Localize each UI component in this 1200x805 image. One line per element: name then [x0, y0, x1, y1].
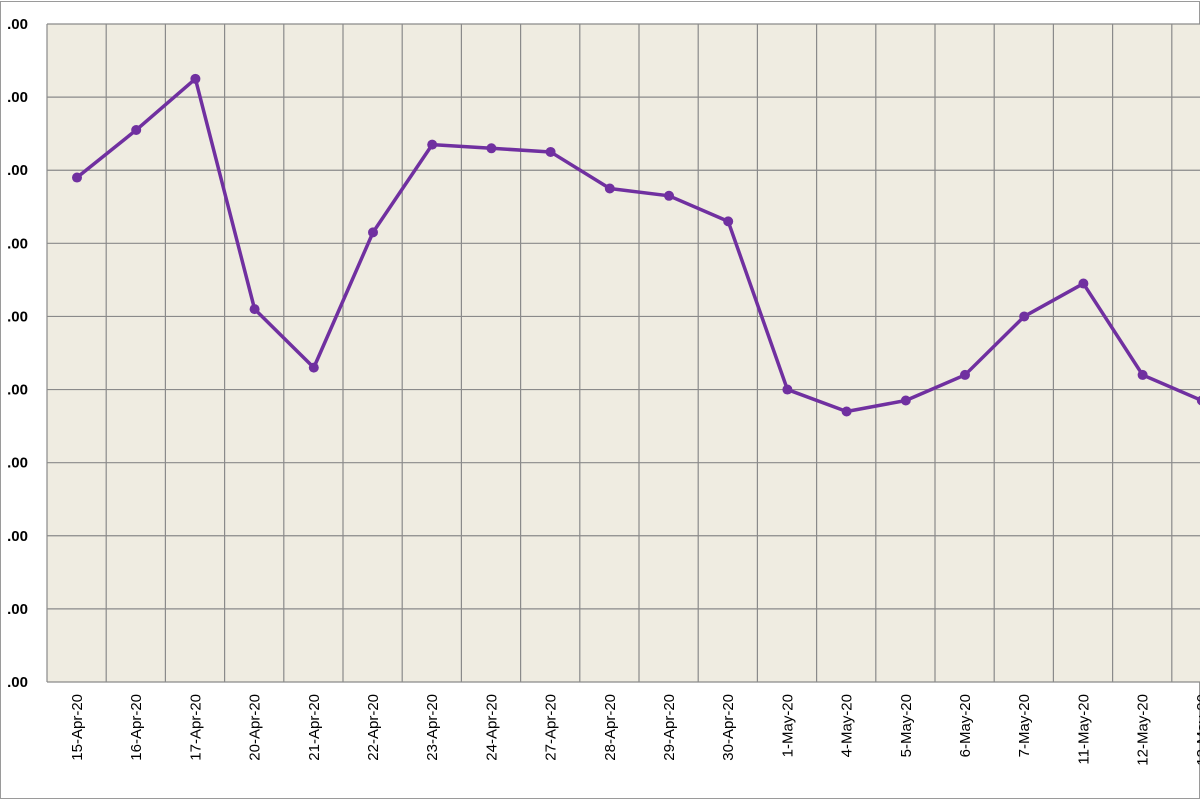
data-point [900, 395, 911, 406]
x-tick-label: 16-Apr-20 [128, 694, 145, 761]
data-point [308, 362, 319, 373]
x-tick-label: 1-May-20 [779, 694, 796, 757]
y-tick-label: .00 [7, 601, 28, 618]
data-point [1019, 311, 1030, 322]
y-tick-label: .00 [7, 89, 28, 106]
data-point [841, 406, 852, 417]
x-tick-label: 7-May-20 [1016, 694, 1033, 757]
data-point [1137, 369, 1148, 380]
y-tick-label: .00 [7, 528, 28, 545]
x-tick-label: 29-Apr-20 [661, 694, 678, 761]
x-tick-label: 11-May-20 [1075, 694, 1092, 765]
x-tick-label: 15-Apr-20 [69, 694, 86, 761]
y-axis-tick-labels: .00 .00 .00 .00 .00 .00 .00 .00 .00 .00 [7, 16, 28, 691]
x-tick-label: 17-Apr-20 [187, 694, 204, 761]
data-point [427, 139, 438, 150]
y-tick-label: .00 [7, 674, 28, 691]
data-point [486, 143, 497, 154]
grid [46, 23, 1200, 683]
x-tick-label: 27-Apr-20 [543, 694, 560, 761]
data-point [1078, 278, 1089, 289]
data-point [604, 183, 615, 194]
data-point [72, 172, 82, 183]
series [72, 73, 1200, 417]
data-point [664, 190, 674, 201]
x-tick-label: 6-May-20 [957, 694, 974, 757]
data-point [782, 384, 793, 395]
x-tick-label: 12-May-20 [1135, 694, 1152, 766]
x-tick-label: 21-Apr-20 [306, 694, 323, 761]
plot-area [47, 24, 1200, 682]
y-tick-label: .00 [7, 235, 28, 252]
data-point [368, 227, 378, 238]
y-tick-label: .00 [7, 308, 28, 325]
x-tick-label: 5-May-20 [898, 694, 915, 757]
x-tick-label: 4-May-20 [839, 694, 856, 757]
data-point [545, 146, 556, 157]
data-point [190, 73, 201, 84]
y-tick-label: .00 [7, 382, 28, 399]
y-tick-label: .00 [7, 455, 28, 472]
data-point [249, 304, 260, 315]
x-axis-tick-labels: 15-Apr-20 16-Apr-20 17-Apr-20 20-Apr-20 21-A… [69, 694, 1200, 766]
data-point [1196, 395, 1200, 406]
data-point [131, 125, 142, 136]
x-tick-label: 28-Apr-20 [602, 694, 619, 761]
x-tick-label: 24-Apr-20 [483, 694, 500, 761]
x-tick-label: 13-May-20 [1194, 694, 1200, 766]
x-tick-label: 30-Apr-20 [720, 694, 737, 761]
data-point [960, 369, 970, 380]
y-tick-label: .00 [7, 162, 28, 179]
y-tick-label: .00 [7, 16, 28, 33]
x-tick-label: 23-Apr-20 [424, 694, 441, 761]
series-line [75, 77, 1200, 414]
data-point [723, 216, 734, 227]
x-tick-label: 22-Apr-20 [365, 694, 382, 761]
x-tick-label: 20-Apr-20 [247, 694, 264, 761]
